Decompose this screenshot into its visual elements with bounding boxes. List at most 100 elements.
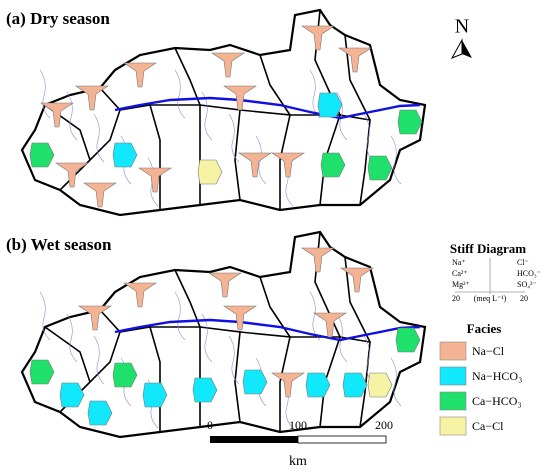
scale-tick: 100 [289, 418, 307, 432]
stiff-scale: 20 [452, 294, 460, 303]
sub-basin-boundary [44, 326, 91, 383]
stiff-glyph [320, 152, 346, 178]
stiff-glyph [87, 400, 113, 426]
facies-title: Facies [467, 321, 502, 336]
ion-label: Ca²⁺ [452, 269, 468, 278]
stiff-glyph [29, 142, 55, 168]
stiff-glyph [59, 382, 85, 408]
ion-label: HCO₃⁻ [517, 269, 541, 278]
tributary [390, 135, 402, 185]
stiff-glyph [40, 102, 74, 128]
stiff-glyph [317, 92, 343, 118]
panel-title: (b) Wet season [6, 235, 112, 254]
stiff-glyph [112, 362, 138, 388]
stiff-glyph [142, 382, 168, 408]
tributary [66, 313, 78, 363]
north-arrow [462, 40, 472, 58]
tributary [390, 357, 402, 407]
scale-bar [210, 436, 298, 443]
sub-basin-boundary [199, 326, 241, 423]
stiff-glyph [83, 182, 117, 208]
ion-label: SO₄²⁻ [517, 280, 537, 289]
sub-basin-boundary [339, 336, 371, 428]
stiff-glyph [313, 312, 347, 338]
stiff-glyph [271, 152, 305, 178]
stiff-glyph [138, 167, 172, 193]
ion-label: Na⁺ [452, 258, 466, 267]
tributary [39, 291, 51, 341]
scale-unit: km [289, 454, 307, 469]
tributary [228, 335, 240, 385]
stiff-title: Stiff Diagram [450, 241, 526, 256]
stiff-glyph [301, 25, 335, 51]
north-label: N [455, 16, 469, 38]
sub-basin-boundary [174, 47, 201, 106]
ion-label: Mg²⁺ [452, 280, 470, 289]
facies-label: Na−HCO₃ [472, 369, 522, 383]
sub-basin-boundary [290, 114, 342, 206]
tributary [174, 291, 186, 341]
tributary [39, 69, 51, 119]
tributary [255, 135, 267, 185]
stiff-glyph [197, 159, 223, 185]
stiff-glyph [301, 247, 335, 273]
stiff-glyph [123, 282, 157, 308]
map-panel [20, 230, 427, 439]
facies-swatch [439, 341, 467, 361]
sub-basin-boundary [239, 331, 291, 432]
map-panel [20, 8, 427, 217]
facies-label: Ca−HCO₃ [472, 394, 522, 408]
tributary [174, 69, 186, 119]
stiff-glyph [342, 372, 368, 398]
tributary [93, 335, 105, 385]
stiff-glyph [123, 62, 157, 88]
sub-basin-boundary [290, 336, 342, 428]
sub-basin-boundary [199, 104, 241, 201]
scale-tick: 0 [207, 418, 213, 432]
stiff-glyph [242, 369, 268, 395]
stiff-glyph [192, 377, 218, 403]
stiff-glyph [208, 272, 242, 298]
tributary [228, 113, 240, 163]
main-river [114, 96, 421, 120]
stiff-glyph [78, 305, 112, 331]
sub-basin-boundary [239, 109, 291, 210]
facies-legend: Na−Cl Na−HCO₃ Ca−HCO₃ Ca−Cl [439, 341, 522, 436]
stiff-glyph [223, 305, 257, 331]
main-river [114, 318, 421, 342]
sub-basin-boundary [174, 269, 201, 328]
stiff-glyph [338, 47, 372, 73]
ion-label: Cl⁻ [517, 258, 529, 267]
facies-swatch [439, 366, 467, 386]
stiff-glyph [75, 85, 109, 111]
stiff-glyph [55, 162, 89, 188]
facies-swatch [439, 416, 467, 436]
facies-label: Ca−Cl [472, 419, 504, 433]
panel-title: (a) Dry season [6, 9, 110, 28]
stiff-glyph [223, 85, 257, 111]
stiff-scale: 20 [520, 294, 528, 303]
stiff-glyph [112, 142, 138, 168]
stiff-glyph [305, 372, 331, 398]
stiff-glyph [238, 152, 272, 178]
tributary [363, 113, 375, 163]
facies-label: Na−Cl [472, 344, 505, 358]
stiff-unit: (meq L⁻¹) [474, 294, 507, 303]
tributary [66, 91, 78, 141]
facies-swatch [439, 391, 467, 411]
stiff-glyph [211, 52, 245, 78]
maps [20, 8, 427, 439]
sub-basin-boundary [339, 114, 371, 206]
tributary [93, 113, 105, 163]
scale-bar [297, 435, 387, 444]
stiff-glyph [271, 372, 305, 398]
stiff-glyph [395, 327, 421, 353]
sub-basin-boundary [59, 87, 121, 191]
stiff-glyph [367, 155, 393, 181]
stiff-glyph [397, 109, 423, 135]
north-arrow [450, 38, 463, 59]
stiff-glyph [340, 267, 374, 293]
scale-tick: 200 [375, 418, 393, 432]
stiff-glyph [367, 372, 393, 398]
